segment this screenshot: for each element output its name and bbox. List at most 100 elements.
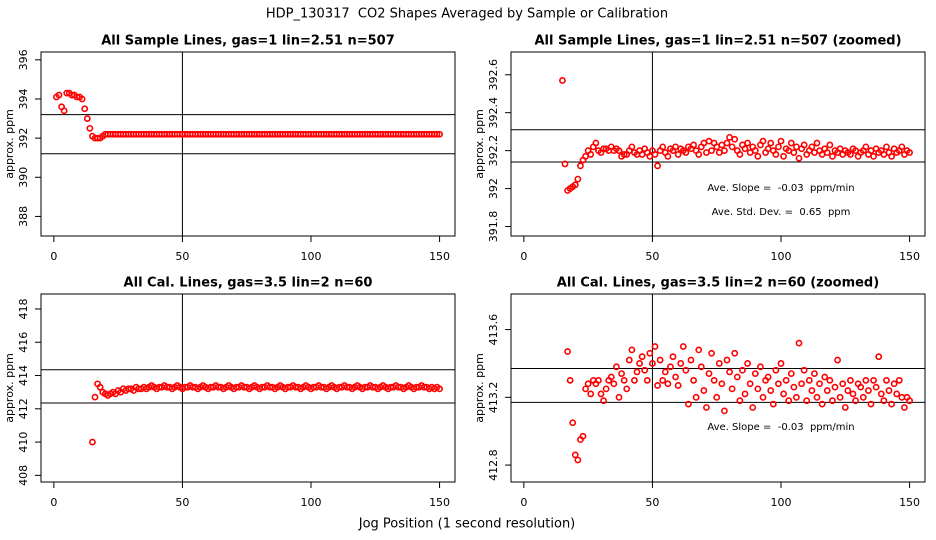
point: [731, 135, 739, 143]
point: [821, 373, 829, 381]
y-tick-label: 392: [487, 178, 500, 199]
point: [847, 151, 854, 158]
x-tick-label: 0: [50, 250, 57, 263]
point: [826, 141, 834, 149]
point: [86, 124, 94, 132]
point: [836, 393, 844, 401]
annotation: Ave. Slope = -0.03 ppm/min: [707, 422, 854, 433]
point: [587, 390, 595, 398]
point: [885, 387, 893, 394]
x-axis-label: Jog Position (1 second resolution): [358, 517, 576, 532]
x-tick-label: 100: [771, 250, 792, 263]
x-tick-label: 100: [301, 250, 322, 263]
point: [805, 376, 813, 384]
point: [775, 143, 782, 151]
point: [877, 390, 885, 398]
point: [751, 370, 759, 378]
y-tick-label: 392: [17, 128, 30, 149]
point: [841, 404, 849, 411]
point: [602, 385, 610, 393]
point: [862, 376, 870, 384]
point: [695, 151, 703, 158]
point: [679, 343, 687, 350]
point: [641, 366, 649, 374]
point: [754, 152, 762, 160]
point: [823, 149, 831, 156]
point: [433, 130, 441, 138]
point: [55, 91, 63, 99]
point: [638, 353, 646, 361]
point: [715, 360, 723, 367]
point: [613, 363, 620, 371]
point: [813, 393, 821, 401]
point: [803, 397, 811, 405]
point: [669, 353, 677, 361]
point: [736, 151, 744, 158]
point: [677, 360, 685, 367]
point: [751, 147, 759, 155]
point: [780, 152, 787, 160]
y-tick-label: 412: [17, 398, 30, 419]
point: [607, 373, 615, 381]
x-tick-label: 0: [50, 496, 57, 509]
panel-title: All Sample Lines, gas=1 lin=2.51 n=507 (…: [534, 34, 901, 49]
point: [561, 160, 569, 168]
point: [692, 393, 700, 401]
point: [587, 151, 595, 158]
point: [741, 145, 749, 153]
point: [857, 383, 865, 391]
point: [690, 376, 697, 384]
y-tick-label: 390: [17, 167, 30, 188]
point: [682, 366, 690, 374]
y-tick-label: 413.2: [487, 382, 500, 414]
point: [746, 380, 754, 388]
x-tick-label: 50: [175, 496, 189, 509]
point: [795, 154, 803, 162]
y-tick-label: 391.8: [487, 211, 500, 243]
point: [577, 162, 584, 170]
point: [852, 397, 859, 405]
plot-frame: [510, 293, 926, 483]
point: [790, 383, 798, 391]
point: [839, 380, 847, 388]
point: [728, 143, 736, 151]
main-title: HDP_130317 CO2 Shapes Averaged by Sample…: [266, 7, 668, 22]
point: [816, 380, 823, 388]
point: [808, 387, 816, 394]
y-tick-label: 394: [17, 88, 30, 109]
point: [800, 366, 808, 374]
point: [875, 353, 883, 361]
annotation: Ave. Std. Dev. = 0.65 ppm: [712, 207, 851, 218]
point: [906, 149, 913, 156]
point: [813, 139, 821, 147]
y-axis-label: approx. ppm: [473, 353, 486, 423]
y-tick-label: 410: [17, 432, 30, 453]
point: [772, 366, 780, 374]
x-tick-label: 150: [899, 250, 920, 263]
point: [654, 382, 661, 389]
x-tick-label: 50: [175, 250, 189, 263]
y-axis-label: approx. ppm: [3, 109, 16, 179]
point: [651, 151, 659, 158]
x-tick-label: 100: [771, 496, 792, 509]
y-axis-label: approx. ppm: [473, 109, 486, 179]
point: [690, 141, 697, 149]
point: [901, 404, 908, 411]
x-tick-label: 50: [645, 496, 659, 509]
point: [91, 393, 99, 401]
panel-title: All Sample Lines, gas=1 lin=2.51 n=507: [101, 34, 395, 49]
point: [564, 348, 571, 355]
point: [615, 393, 623, 401]
y-axis-label: approx. ppm: [3, 353, 16, 423]
point: [713, 393, 721, 401]
point: [636, 360, 643, 367]
point: [790, 149, 798, 156]
point: [793, 393, 800, 401]
point: [767, 387, 775, 394]
point: [659, 376, 667, 384]
point: [844, 387, 852, 394]
point: [89, 438, 96, 446]
point: [800, 141, 808, 149]
point: [649, 360, 656, 367]
point: [906, 397, 913, 405]
